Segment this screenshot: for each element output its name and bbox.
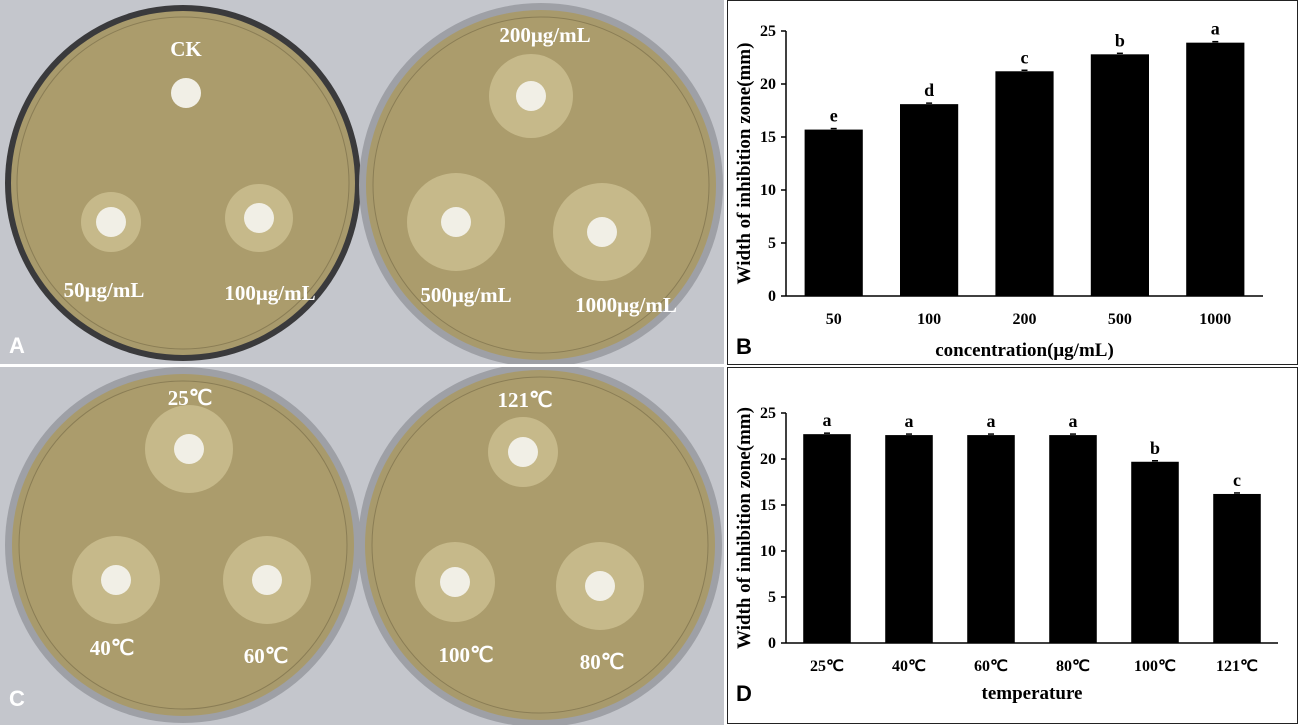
significance-label: d (924, 80, 934, 100)
label-40c: 40℃ (90, 636, 135, 660)
significance-label: a (1069, 411, 1078, 431)
label-ck: CK (170, 37, 202, 61)
significance-label: a (1211, 19, 1220, 39)
disc-121 (508, 437, 538, 467)
plate-inner-left (18, 380, 348, 710)
petri-plates-temperature: 25℃ 40℃ 60℃ 121℃ 100℃ 80℃ (5, 367, 722, 725)
significance-label: b (1115, 30, 1125, 50)
significance-label: c (1021, 47, 1029, 67)
disc-ck (171, 78, 201, 108)
bar (900, 104, 959, 296)
panel-letter-c: C (9, 686, 25, 711)
chart-panel-d: 0 5 10 15 20 25 a 25℃ a 40℃ a 60℃ a 80℃ b 100℃ c 121℃ temp… (727, 367, 1298, 724)
label-500: 500μg/mL (420, 283, 511, 307)
y-tick-label: 5 (768, 235, 776, 252)
petri-plates-concentration: CK 50μg/mL 100μg/mL 200μg/mL 500μg/mL 10… (5, 3, 723, 364)
bar-chart-concentration: 0 5 10 15 20 25 e 50 d 100 c 200 b 500 a 1000 concentrat… (734, 19, 1263, 361)
label-100c: 100℃ (438, 643, 493, 667)
y-tick-label: 25 (760, 405, 776, 422)
y-tick-label: 20 (760, 451, 776, 468)
panel-letter-a: A (9, 333, 25, 358)
significance-label: e (830, 106, 838, 126)
label-80c: 80℃ (580, 650, 625, 674)
significance-label: c (1233, 470, 1241, 490)
bar (967, 435, 1015, 643)
bar (1186, 42, 1245, 296)
x-tick-label: 60℃ (974, 658, 1008, 675)
photo-panel-c: 25℃ 40℃ 60℃ 121℃ 100℃ 80℃ (0, 367, 724, 725)
bar-chart-temperature: 0 5 10 15 20 25 a 25℃ a 40℃ a 60℃ a 80℃ b 100℃ c 121℃ temp… (734, 405, 1278, 704)
x-tick-label: 25℃ (810, 658, 844, 675)
disc-40 (101, 565, 131, 595)
y-tick-label: 15 (760, 129, 776, 146)
significance-label: b (1150, 438, 1160, 458)
label-60c: 60℃ (244, 644, 289, 668)
significance-label: a (987, 411, 996, 431)
x-axis-title: concentration(μg/mL) (935, 340, 1114, 361)
panel-letter-b: B (736, 334, 752, 359)
disc-1000 (587, 217, 617, 247)
y-tick-label: 5 (768, 589, 776, 606)
plate-inner-left (16, 16, 350, 350)
disc-200 (516, 81, 546, 111)
y-axis-title: Width of inhibition zone(mm) (734, 43, 755, 285)
x-tick-label: 40℃ (892, 658, 926, 675)
label-200: 200μg/mL (499, 23, 590, 47)
x-tick-label: 500 (1108, 311, 1132, 328)
significance-label: a (823, 410, 832, 430)
x-tick-label: 200 (1013, 311, 1037, 328)
disc-25 (174, 434, 204, 464)
disc-50 (96, 207, 126, 237)
bar (803, 434, 851, 643)
y-tick-label: 10 (760, 182, 776, 199)
bar (1131, 461, 1179, 643)
bar (885, 435, 933, 643)
bar (995, 71, 1054, 296)
x-axis-title: temperature (982, 683, 1083, 704)
panel-letter-d: D (736, 681, 752, 706)
label-25c: 25℃ (168, 386, 213, 410)
chart-panel-b: 0 5 10 15 20 25 e 50 d 100 c 200 b 500 a 1000 concentrat… (727, 0, 1298, 365)
y-tick-label: 15 (760, 497, 776, 514)
label-100: 100μg/mL (224, 281, 315, 305)
photo-panel-a: CK 50μg/mL 100μg/mL 200μg/mL 500μg/mL 10… (0, 0, 724, 364)
y-tick-label: 25 (760, 23, 776, 40)
disc-60 (252, 565, 282, 595)
x-tick-label: 1000 (1199, 311, 1231, 328)
bar (804, 129, 863, 296)
x-tick-label: 80℃ (1056, 658, 1090, 675)
plate-inner-right (371, 376, 709, 714)
bar (1213, 493, 1261, 643)
disc-80c (585, 571, 615, 601)
x-tick-label: 100℃ (1134, 658, 1176, 675)
x-tick-label: 121℃ (1216, 658, 1258, 675)
x-tick-label: 100 (917, 311, 941, 328)
disc-100 (244, 203, 274, 233)
label-50: 50μg/mL (64, 278, 145, 302)
label-121c: 121℃ (497, 388, 552, 412)
label-1000: 1000μg/mL (575, 293, 677, 317)
x-tick-label: 50 (826, 311, 842, 328)
y-tick-label: 0 (768, 635, 776, 652)
y-tick-label: 10 (760, 543, 776, 560)
bar (1049, 435, 1097, 643)
y-tick-label: 20 (760, 76, 776, 93)
disc-500 (441, 207, 471, 237)
y-axis-title: Width of inhibition zone(mm) (734, 407, 755, 649)
disc-100c (440, 567, 470, 597)
bar (1090, 54, 1149, 296)
y-tick-label: 0 (768, 288, 776, 305)
significance-label: a (905, 411, 914, 431)
